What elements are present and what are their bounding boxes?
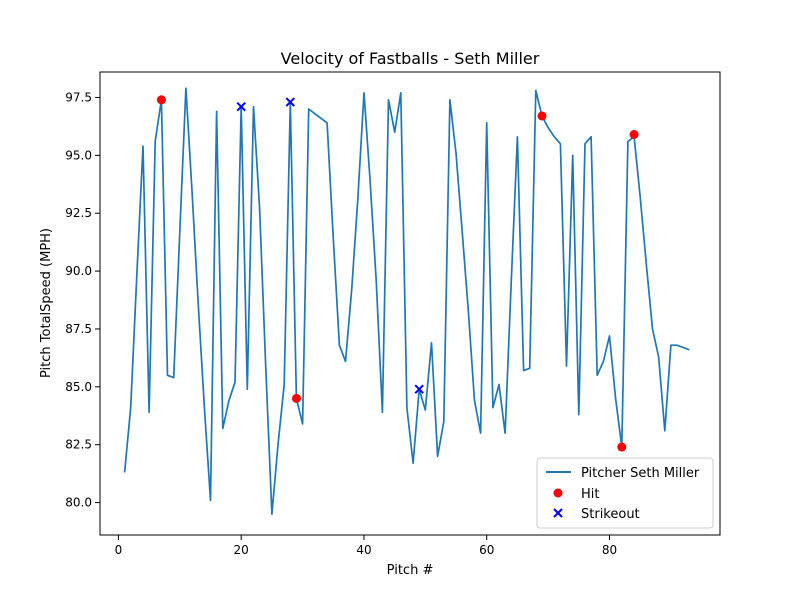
legend-label-hit: Hit bbox=[581, 487, 599, 502]
y-tick-label: 90.0 bbox=[65, 264, 92, 278]
series-line-pitcher bbox=[123, 87, 690, 516]
x-tick-label: 60 bbox=[479, 543, 494, 557]
x-tick-label: 80 bbox=[602, 543, 617, 557]
strikeout-point bbox=[236, 102, 246, 112]
y-axis-label: Pitch TotalSpeed (MPH) bbox=[39, 228, 54, 378]
legend-hit-swatch bbox=[553, 488, 563, 498]
axes-frame bbox=[99, 71, 721, 536]
x-tick-label: 20 bbox=[234, 543, 249, 557]
y-tick-label: 92.5 bbox=[65, 206, 92, 220]
chart-title: Velocity of Fastballs - Seth Miller bbox=[281, 49, 540, 68]
y-tick-label: 85.0 bbox=[65, 380, 92, 394]
plot-area bbox=[123, 87, 690, 516]
y-tick-label: 80.0 bbox=[65, 496, 92, 510]
x-tick-label: 0 bbox=[115, 543, 123, 557]
legend: Pitcher Seth Miller Hit Strikeout bbox=[536, 457, 714, 529]
legend-frame bbox=[536, 457, 714, 529]
strikeout-point bbox=[414, 384, 424, 394]
hit-point bbox=[617, 442, 627, 452]
x-axis-label: Pitch # bbox=[387, 563, 434, 578]
legend-strikeout-swatch bbox=[553, 508, 563, 518]
legend-label-pitcher: Pitcher Seth Miller bbox=[581, 466, 700, 481]
x-tick-label: 40 bbox=[356, 543, 371, 557]
hit-point bbox=[156, 95, 166, 105]
hit-point bbox=[629, 130, 639, 140]
legend-label-strikeout: Strikeout bbox=[581, 507, 640, 522]
y-tick-label: 82.5 bbox=[65, 438, 92, 452]
x-axis: 0 20 40 60 80 bbox=[115, 535, 617, 557]
y-tick-label: 95.0 bbox=[65, 148, 92, 162]
hit-point bbox=[537, 111, 547, 121]
hit-point bbox=[291, 393, 301, 403]
y-tick-label: 87.5 bbox=[65, 322, 92, 336]
strikeout-point bbox=[285, 97, 296, 107]
y-axis: 80.0 82.5 85.0 87.5 90.0 92.5 95.0 97.5 bbox=[65, 90, 100, 510]
y-tick-label: 97.5 bbox=[65, 90, 92, 104]
